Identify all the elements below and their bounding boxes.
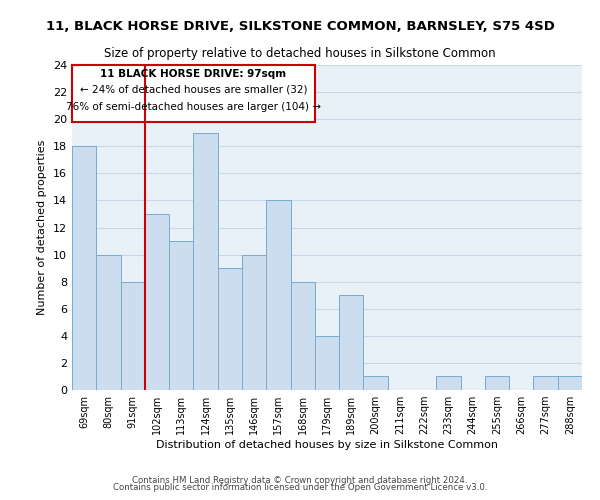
Bar [315,336,339,390]
Bar [121,282,145,390]
Y-axis label: Number of detached properties: Number of detached properties [37,140,47,315]
Bar [145,214,169,390]
Text: 11 BLACK HORSE DRIVE: 97sqm: 11 BLACK HORSE DRIVE: 97sqm [100,70,286,80]
Bar [266,200,290,390]
Text: 11, BLACK HORSE DRIVE, SILKSTONE COMMON, BARNSLEY, S75 4SD: 11, BLACK HORSE DRIVE, SILKSTONE COMMON,… [46,20,554,33]
Text: Size of property relative to detached houses in Silkstone Common: Size of property relative to detached ho… [104,48,496,60]
Bar [193,132,218,390]
Bar [72,146,96,390]
Bar [290,282,315,390]
Text: 76% of semi-detached houses are larger (104) →: 76% of semi-detached houses are larger (… [66,102,321,112]
Bar [339,295,364,390]
Bar [364,376,388,390]
Bar [533,376,558,390]
Bar [169,241,193,390]
FancyBboxPatch shape [72,65,315,122]
Bar [485,376,509,390]
Bar [96,254,121,390]
Text: Contains public sector information licensed under the Open Government Licence v3: Contains public sector information licen… [113,484,487,492]
Bar [218,268,242,390]
Bar [558,376,582,390]
Text: Contains HM Land Registry data © Crown copyright and database right 2024.: Contains HM Land Registry data © Crown c… [132,476,468,485]
Bar [242,254,266,390]
Text: ← 24% of detached houses are smaller (32): ← 24% of detached houses are smaller (32… [80,84,307,94]
Bar [436,376,461,390]
X-axis label: Distribution of detached houses by size in Silkstone Common: Distribution of detached houses by size … [156,440,498,450]
